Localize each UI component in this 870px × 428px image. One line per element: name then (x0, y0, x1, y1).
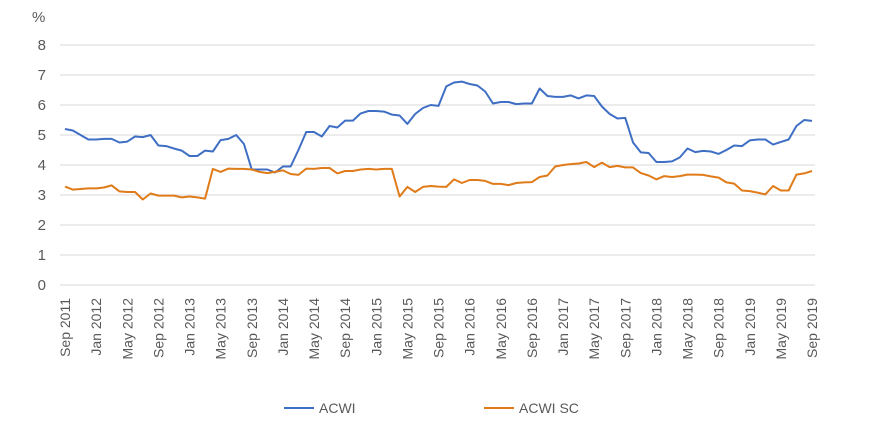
legend-label: ACWI (319, 400, 356, 416)
y-tick-label: 7 (38, 67, 46, 84)
x-tick-label: May 2016 (493, 298, 509, 360)
y-tick-label: 5 (38, 127, 46, 144)
x-tick-label: Jan 2018 (648, 298, 664, 356)
y-axis-unit-label: % (32, 9, 45, 26)
y-tick-label: 8 (38, 37, 46, 54)
y-tick-label: 6 (38, 97, 46, 114)
x-tick-label: Jan 2019 (742, 298, 758, 356)
x-tick-label: Sep 2018 (711, 298, 727, 358)
x-tick-label: Jan 2012 (88, 298, 104, 356)
x-tick-label: May 2013 (213, 298, 229, 360)
x-tick-label: Jan 2014 (275, 298, 291, 356)
x-tick-label: Jan 2017 (555, 298, 571, 356)
x-tick-label: May 2018 (680, 298, 696, 360)
y-tick-label: 4 (38, 157, 46, 174)
series-line-acwi (64, 80, 813, 174)
x-tick-label: Jan 2013 (182, 298, 198, 356)
y-tick-label: 1 (38, 247, 46, 264)
x-tick-label: Sep 2014 (337, 298, 353, 358)
x-tick-label: Jan 2015 (368, 298, 384, 356)
y-tick-label: 0 (38, 277, 46, 294)
x-tick-label: May 2019 (773, 298, 789, 360)
x-tick-label: Sep 2015 (431, 298, 447, 358)
x-tick-label: Sep 2013 (244, 298, 260, 358)
x-tick-label: Sep 2019 (804, 298, 820, 358)
x-tick-label: Jan 2016 (462, 298, 478, 356)
x-tick-label: May 2014 (306, 298, 322, 360)
y-tick-label: 3 (38, 187, 46, 204)
y-tick-label: 2 (38, 217, 46, 234)
x-tick-label: May 2017 (586, 298, 602, 360)
x-tick-label: May 2015 (399, 298, 415, 360)
x-tick-label: May 2012 (119, 298, 135, 360)
x-tick-label: Sep 2012 (150, 298, 166, 358)
series-line-acwi-sc (64, 161, 813, 201)
x-tick-label: Sep 2016 (524, 298, 540, 358)
legend-label: ACWI SC (519, 400, 579, 416)
x-tick-label: Sep 2011 (57, 298, 73, 357)
x-tick-label: Sep 2017 (617, 298, 633, 358)
